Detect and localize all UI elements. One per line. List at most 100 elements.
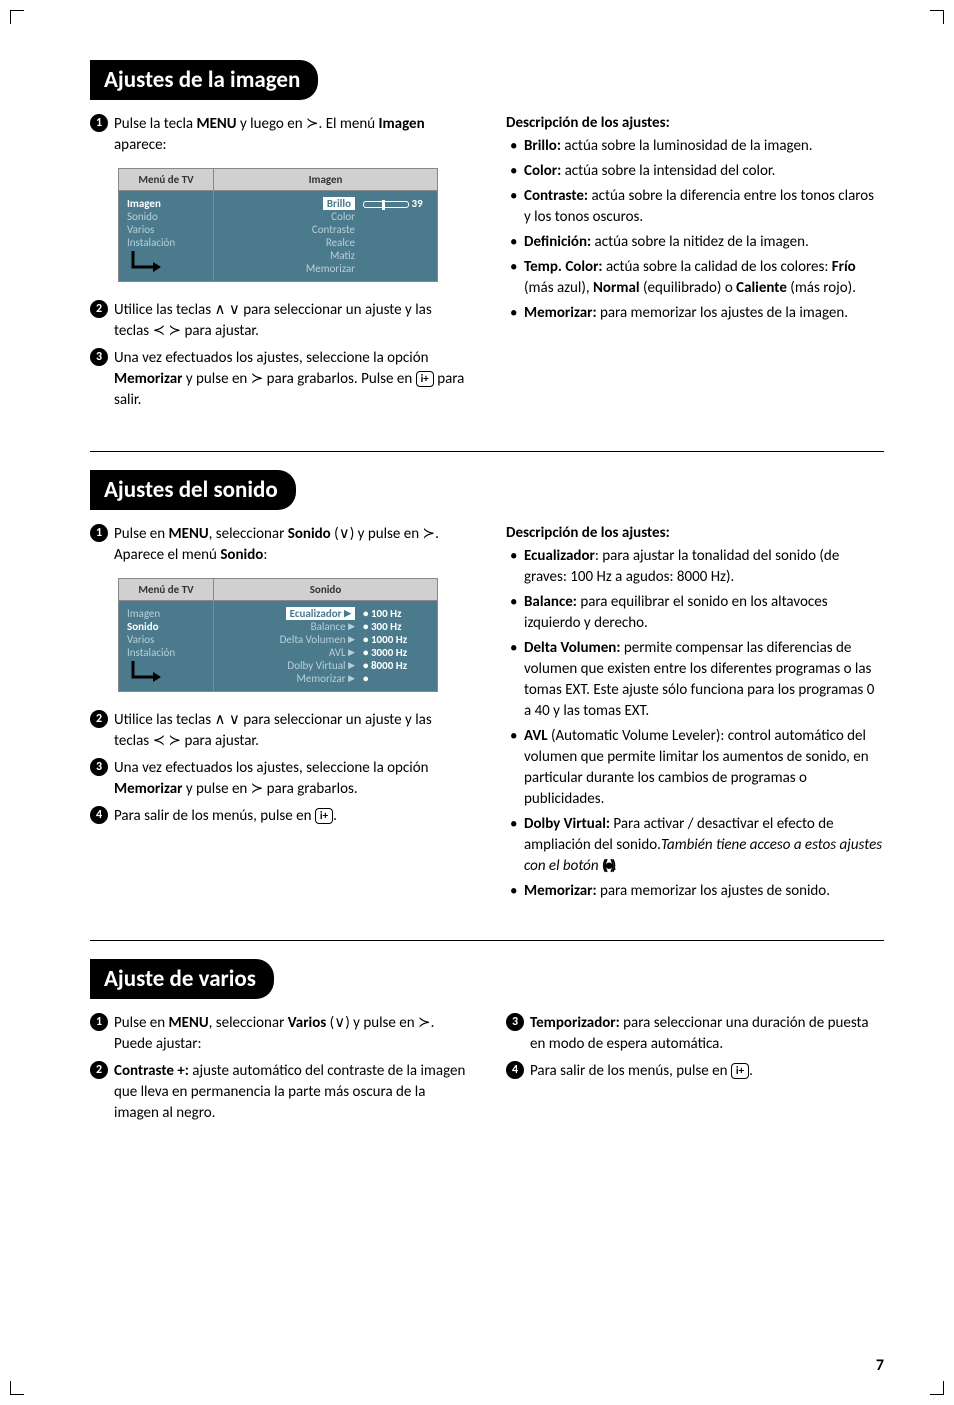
heading-image-settings: Ajustes de la imagen [90,60,318,100]
desc-item: Dolby Virtual: Para activar / desactivar… [524,814,884,877]
right-key-icon: ≻ [306,115,319,133]
page-number: 7 [876,1356,884,1375]
osd-sound-menu: Menú de TV Imagen Sonido Varios Instalac… [118,578,438,692]
up-down-keys-icon: ∧ ∨ [215,711,240,729]
image-right-column: Descripción de los ajustes: Brillo: actú… [506,114,884,417]
osd-right-item: Balance ▶ [224,620,355,633]
down-key-icon: ∨ [339,525,350,543]
surround-icon: ((•)) [602,856,613,877]
osd-left-item: Imagen [127,607,205,620]
misc-step-3: 3 Temporizador: para seleccionar una dur… [506,1013,884,1055]
step-badge-4: 4 [506,1061,524,1079]
image-step-1: 1 Pulse la tecla MENU y luego en ≻. El m… [90,114,470,156]
section-image-settings: Ajustes de la imagen 1 Pulse la tecla ME… [90,60,884,417]
crop-mark [930,1381,944,1395]
image-step-2: 2 Utilice las teclas ∧ ∨ para selecciona… [90,300,470,342]
section-misc-settings: Ajuste de varios 1 Pulse en MENU, selecc… [90,959,884,1130]
sound-step-4: 4 Para salir de los menús, pulse en i+. [90,806,470,827]
misc-right-column: 3 Temporizador: para seleccionar una dur… [506,1013,884,1130]
osd-value: 3000 Hz [371,646,407,659]
desc-item: Memorizar: para memorizar los ajustes de… [524,303,884,324]
slider-icon [363,201,409,208]
osd-value: 300 Hz [371,620,402,633]
info-key-icon: i+ [416,371,434,387]
osd-left-item: Imagen [127,197,205,210]
down-key-icon: ∨ [334,1014,345,1032]
osd-left-item: Instalación [127,646,205,659]
osd-value: 100 Hz [371,607,402,620]
desc-item: Ecualizador: para ajustar la tonalidad d… [524,546,884,588]
step-badge-2: 2 [90,1061,108,1079]
osd-value: 8000 Hz [371,659,407,672]
left-right-keys-icon: ≺ ≻ [153,732,182,750]
step-badge-4: 4 [90,806,108,824]
sound-right-column: Descripción de los ajustes: Ecualizador:… [506,524,884,906]
desc-item: Brillo: actúa sobre la luminosidad de la… [524,136,884,157]
osd-left-item: Varios [127,223,205,236]
info-key-icon: i+ [731,1063,749,1079]
osd-value: 39 [412,197,423,210]
right-key-icon: ≻ [422,525,435,543]
osd-right-item: Color [224,210,355,223]
osd-left-item: Sonido [127,620,205,633]
desc-item: Color: actúa sobre la intensidad del col… [524,161,884,182]
osd-right-header: Imagen [214,169,437,191]
divider [90,940,884,941]
right-key-icon: ≻ [251,780,264,798]
arrow-icon [125,249,175,277]
crop-mark [10,1381,24,1395]
heading-misc-settings: Ajuste de varios [90,959,274,999]
heading-sound-settings: Ajustes del sonido [90,470,296,510]
osd-right-item: Contraste [224,223,355,236]
osd-right-item: Delta Volumen ▶ [224,633,355,646]
osd-value: 1000 Hz [371,633,407,646]
osd-right-item: Realce [224,236,355,249]
divider [90,451,884,452]
step-badge-1: 1 [90,114,108,132]
image-step-3: 3 Una vez efectuados los ajustes, selecc… [90,348,470,411]
osd-right-item: Dolby Virtual ▶ [224,659,355,672]
desc-item: Definición: actúa sobre la nitidez de la… [524,232,884,253]
desc-item: Delta Volumen: permite compensar las dif… [524,638,884,722]
right-key-icon: ≻ [251,370,264,388]
misc-step-1: 1 Pulse en MENU, seleccionar Varios (∨) … [90,1013,470,1055]
osd-right-item: AVL ▶ [224,646,355,659]
sound-step-1: 1 Pulse en MENU, seleccionar Sonido (∨) … [90,524,470,566]
step-badge-2: 2 [90,300,108,318]
crop-mark [10,10,24,24]
misc-step-2: 2 Contraste +: ajuste automático del con… [90,1061,470,1124]
desc-heading: Descripción de los ajustes: [506,524,884,542]
osd-left-header: Menú de TV [119,579,214,601]
step-badge-1: 1 [90,1013,108,1031]
osd-left-item: Instalación [127,236,205,249]
step-badge-3: 3 [90,758,108,776]
misc-left-column: 1 Pulse en MENU, seleccionar Varios (∨) … [90,1013,470,1130]
up-down-keys-icon: ∧ ∨ [215,301,240,319]
sound-step-3: 3 Una vez efectuados los ajustes, selecc… [90,758,470,800]
arrow-icon [125,659,175,687]
osd-right-header: Sonido [214,579,437,601]
osd-left-item: Varios [127,633,205,646]
step-badge-1: 1 [90,524,108,542]
left-right-keys-icon: ≺ ≻ [153,322,182,340]
misc-step-4: 4 Para salir de los menús, pulse en i+. [506,1061,884,1082]
osd-right-item: Memorizar [224,262,355,275]
osd-right-item: Brillo [323,197,355,210]
osd-right-item: Matiz [224,249,355,262]
osd-right-item: Ecualizador ▶ [286,607,355,620]
osd-right-item: Memorizar ▶ [224,672,355,685]
osd-left-header: Menú de TV [119,169,214,191]
desc-item: AVL (Automatic Volume Leveler): control … [524,726,884,810]
step-badge-3: 3 [506,1013,524,1031]
right-key-icon: ≻ [418,1014,431,1032]
step-badge-3: 3 [90,348,108,366]
desc-heading: Descripción de los ajustes: [506,114,884,132]
desc-item: Memorizar: para memorizar los ajustes de… [524,881,884,902]
desc-item: Contraste: actúa sobre la diferencia ent… [524,186,884,228]
step-badge-2: 2 [90,710,108,728]
image-left-column: 1 Pulse la tecla MENU y luego en ≻. El m… [90,114,470,417]
crop-mark [930,10,944,24]
desc-item: Temp. Color: actúa sobre la calidad de l… [524,257,884,299]
sound-step-2: 2 Utilice las teclas ∧ ∨ para selecciona… [90,710,470,752]
osd-left-item: Sonido [127,210,205,223]
